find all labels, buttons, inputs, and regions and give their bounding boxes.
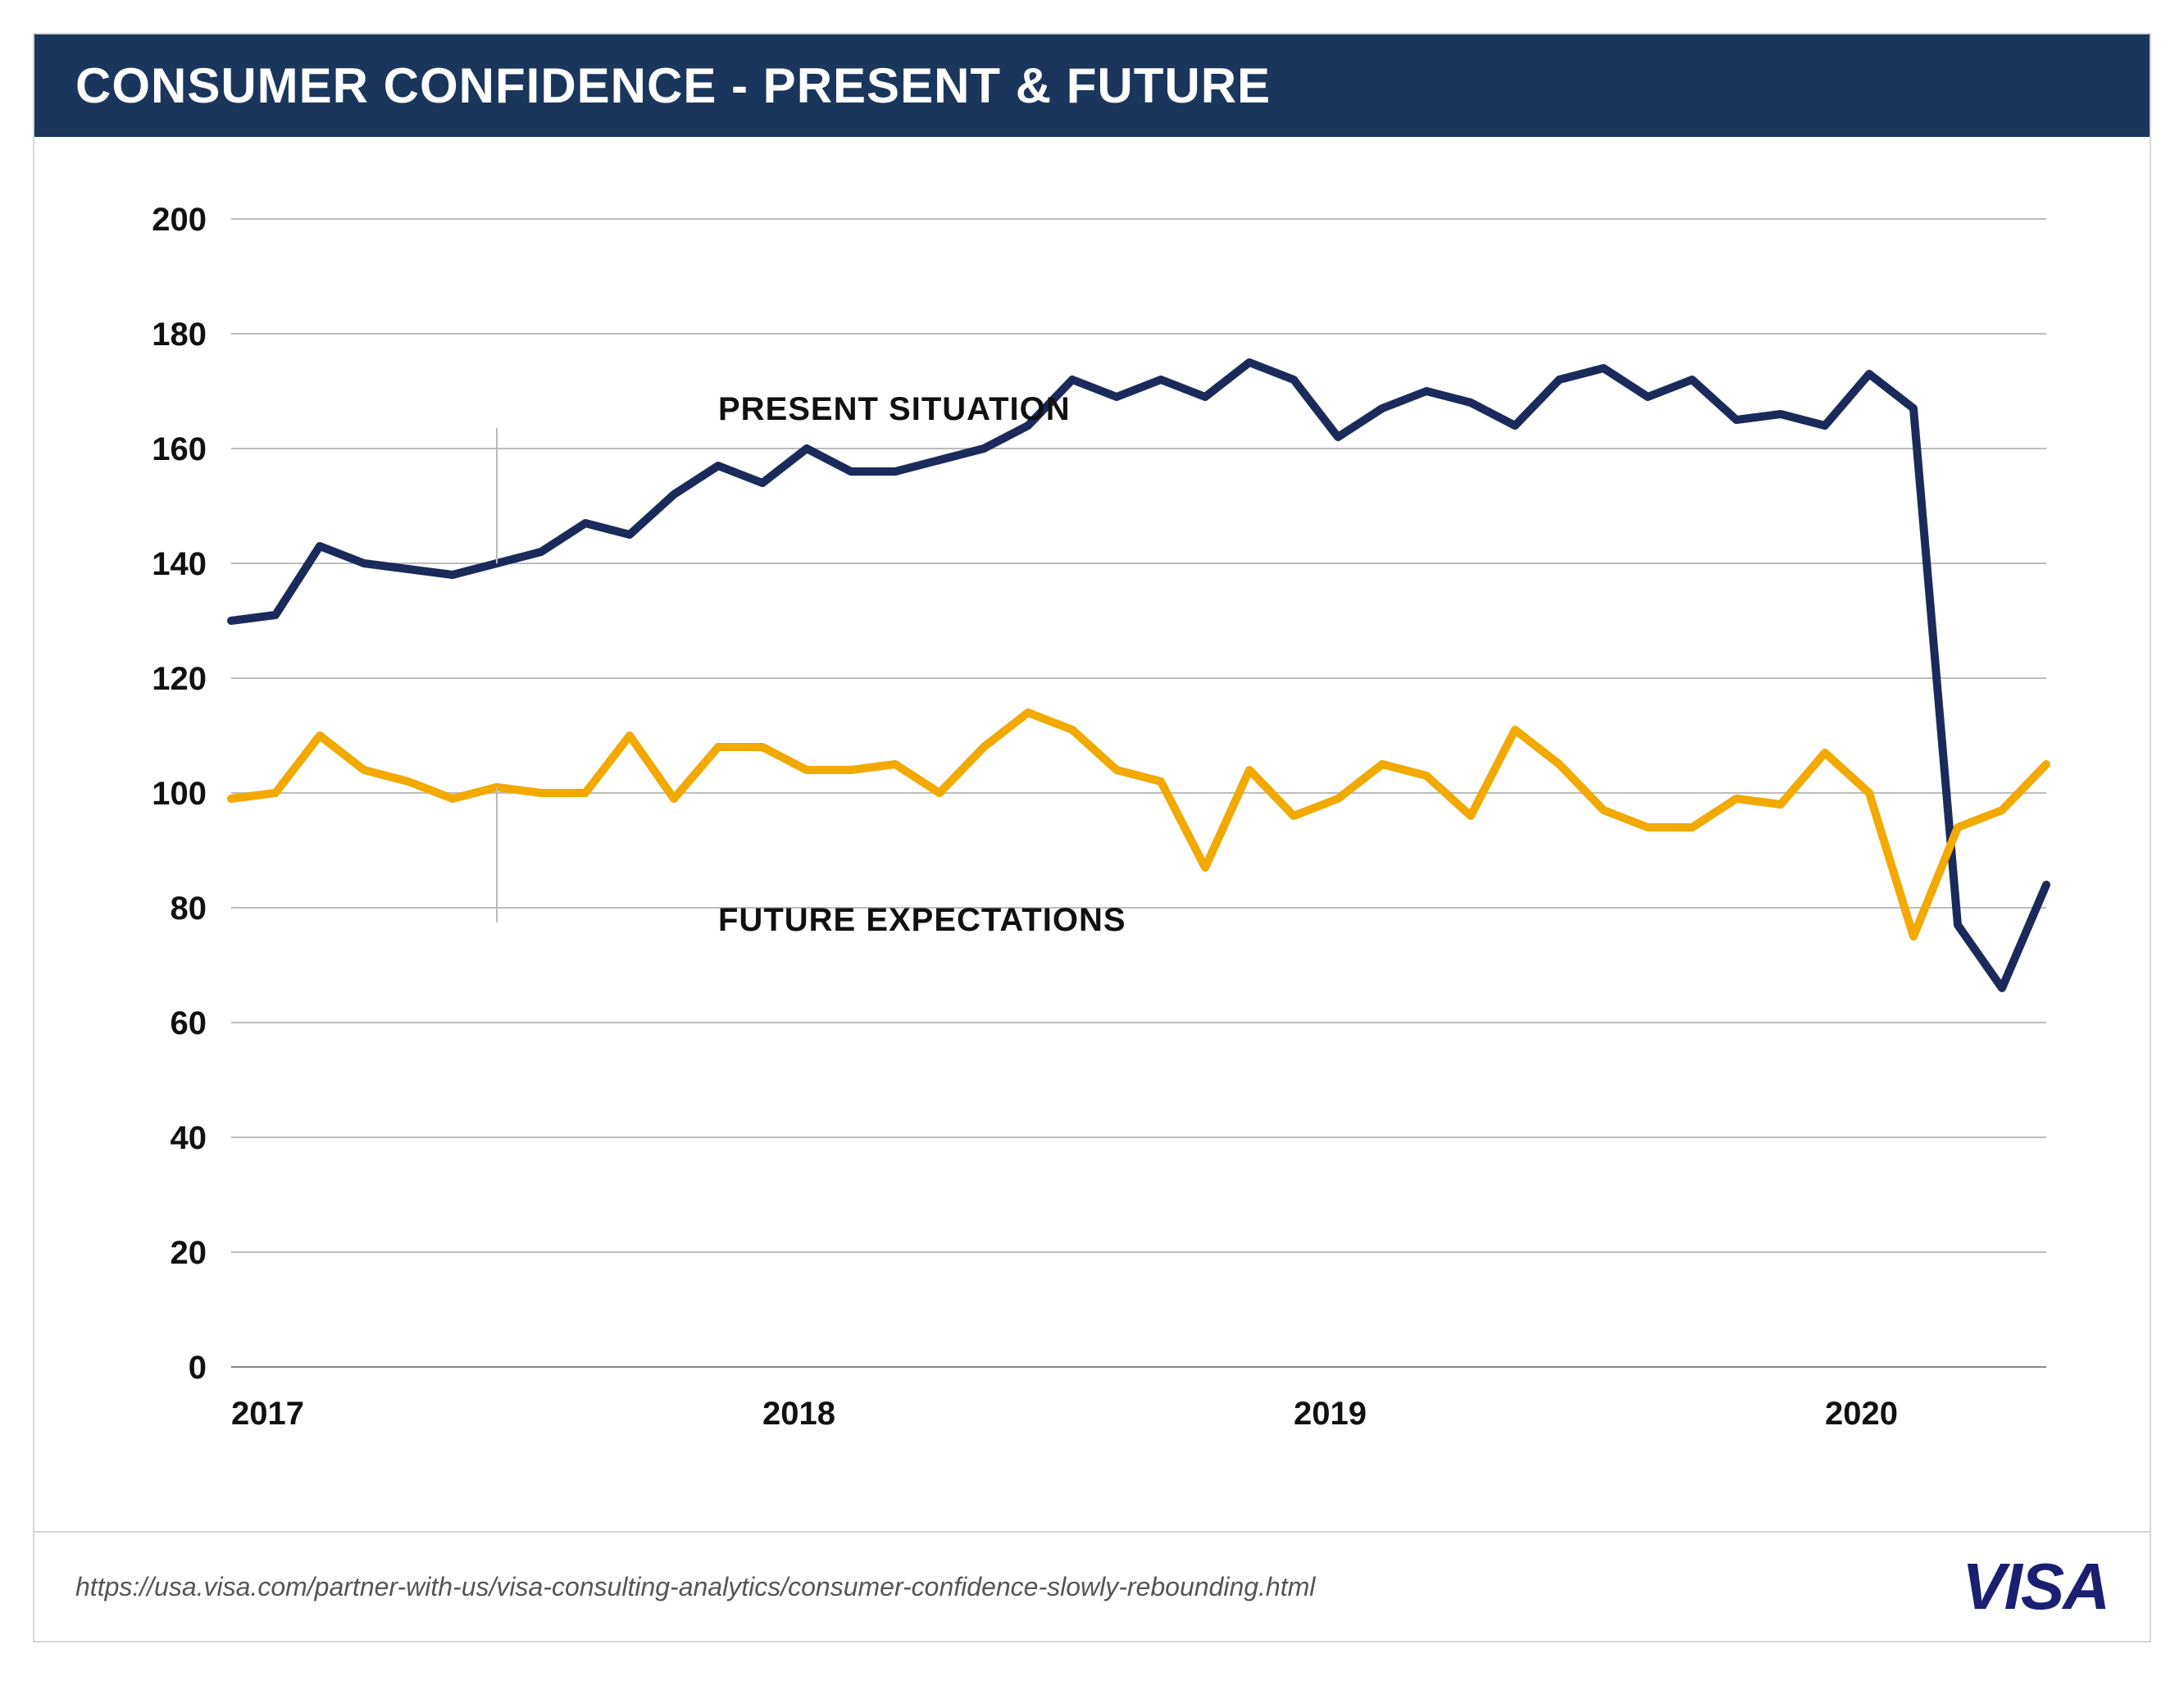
chart-area: 0 20 40 60 80 100 120 140 160 180 200 2017 2018 2019… xyxy=(34,137,2150,1531)
svg-text:80: 80 xyxy=(171,891,207,927)
svg-text:60: 60 xyxy=(171,1005,207,1041)
svg-text:2019: 2019 xyxy=(1294,1396,1367,1432)
series-label-present-situation: PRESENT SITUATION xyxy=(718,391,1071,427)
chart-header: CONSUMER CONFIDENCE - PRESENT & FUTURE xyxy=(34,34,2150,137)
svg-text:160: 160 xyxy=(152,431,207,467)
series-present-situation xyxy=(231,362,2046,988)
svg-text:200: 200 xyxy=(152,202,207,238)
series-lines xyxy=(231,362,2046,988)
visa-logo: VISA xyxy=(1962,1549,2109,1624)
series-labels: PRESENT SITUATION FUTURE EXPECTATIONS xyxy=(497,391,1126,938)
line-chart: 0 20 40 60 80 100 120 140 160 180 200 2017 2018 2019… xyxy=(92,186,2095,1498)
source-url: https://usa.visa.com/partner-with-us/vis… xyxy=(75,1572,1315,1602)
svg-text:100: 100 xyxy=(152,776,207,812)
svg-text:2018: 2018 xyxy=(762,1396,835,1432)
svg-text:0: 0 xyxy=(189,1350,207,1386)
chart-card: CONSUMER CONFIDENCE - PRESENT & FUTURE 0… xyxy=(33,33,2151,1642)
svg-text:2017: 2017 xyxy=(231,1396,304,1432)
svg-text:120: 120 xyxy=(152,661,207,697)
chart-title: CONSUMER CONFIDENCE - PRESENT & FUTURE xyxy=(75,58,1271,113)
svg-text:180: 180 xyxy=(152,317,207,353)
x-axis-ticks: 2017 2018 2019 2020 xyxy=(231,1396,1898,1432)
svg-text:20: 20 xyxy=(171,1235,207,1271)
svg-text:140: 140 xyxy=(152,546,207,582)
y-axis-ticks: 0 20 40 60 80 100 120 140 160 180 200 xyxy=(152,202,207,1386)
svg-text:40: 40 xyxy=(171,1120,207,1156)
series-label-future-expectations: FUTURE EXPECTATIONS xyxy=(718,902,1126,938)
series-future-expectations xyxy=(231,713,2046,936)
svg-text:2020: 2020 xyxy=(1825,1396,1898,1432)
chart-footer: https://usa.visa.com/partner-with-us/vis… xyxy=(34,1531,2150,1641)
